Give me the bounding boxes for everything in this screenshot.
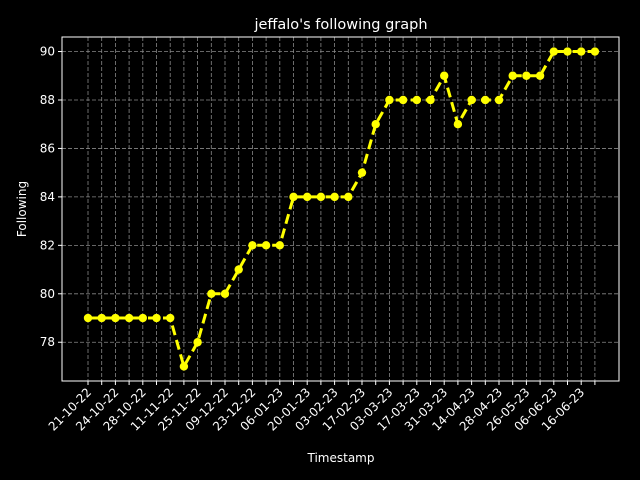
data-point [330, 192, 339, 202]
data-point [97, 313, 106, 323]
data-point [522, 71, 531, 80]
data-point [124, 313, 134, 323]
data-point [398, 95, 408, 105]
data-point [440, 71, 449, 80]
data-point [152, 313, 161, 323]
y-tick-label: 82 [40, 238, 55, 252]
data-point [193, 338, 202, 347]
data-point [494, 95, 504, 105]
x-axis-label: Timestamp [307, 451, 375, 465]
data-point [453, 120, 463, 129]
data-point [248, 241, 257, 250]
data-point [481, 95, 490, 105]
data-point [303, 192, 312, 202]
data-point [83, 313, 93, 323]
data-point [412, 95, 421, 105]
series-following [83, 47, 600, 371]
data-point [220, 289, 230, 298]
data-point [111, 313, 120, 323]
data-point [234, 265, 243, 274]
data-point [179, 362, 189, 371]
data-point [535, 71, 545, 80]
data-point [508, 71, 517, 80]
y-tick-label: 78 [40, 335, 55, 349]
data-point [261, 241, 271, 250]
series-line [88, 50, 595, 368]
data-point [549, 47, 558, 56]
plot-frame [61, 36, 620, 382]
y-tick-label: 90 [40, 45, 55, 59]
data-point [166, 313, 175, 323]
data-point [316, 192, 326, 202]
data-point [385, 95, 394, 105]
data-point [371, 120, 380, 129]
chart-title: jeffalo's following graph [253, 17, 427, 33]
data-point [207, 289, 216, 298]
y-tick-label: 80 [40, 287, 55, 301]
y-axis-label: Following [15, 181, 29, 237]
grid [62, 37, 619, 381]
data-point [138, 313, 147, 323]
data-point [590, 47, 600, 56]
data-point [357, 168, 367, 177]
data-point [563, 47, 572, 56]
y-tick-label: 84 [40, 190, 55, 204]
data-point [426, 95, 435, 105]
y-axis-ticks: 78 80 82 84 86 88 90 [40, 45, 62, 349]
y-tick-label: 86 [40, 141, 55, 155]
data-point [467, 95, 476, 105]
data-point [344, 192, 353, 202]
data-point [275, 241, 284, 250]
y-tick-label: 88 [40, 93, 55, 107]
data-point [577, 47, 586, 56]
data-point [289, 192, 298, 202]
